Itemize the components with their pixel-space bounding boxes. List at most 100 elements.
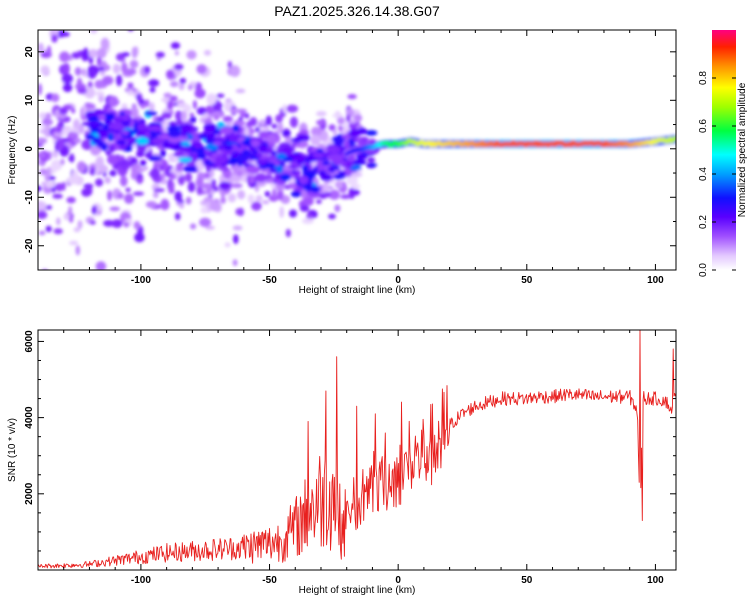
heatmap-cell [337, 116, 346, 125]
heatmap-cell [96, 139, 105, 149]
heatmap-cell [87, 121, 100, 129]
colorbar-label: Normalized spectral amplitude [737, 82, 748, 217]
snr-ticks: -100 -50 0 50 100 6000 4000 2000 [24, 330, 676, 586]
heatmap-cell [147, 126, 162, 132]
heatmap-cell [175, 120, 184, 126]
heatmap-cell [66, 196, 76, 204]
spectrogram-heatmap [38, 8, 676, 270]
heatmap-cell [71, 107, 76, 114]
heatmap-cell [160, 200, 170, 211]
heatmap-cell [166, 69, 175, 79]
heatmap-cell [123, 193, 134, 204]
heatmap-cell [45, 205, 53, 210]
heatmap-cell [76, 161, 86, 173]
heatmap-cell [269, 168, 278, 174]
heatmap-cell [290, 191, 302, 198]
heatmap-cell [40, 65, 50, 75]
heatmap-cell [245, 165, 260, 174]
heatmap-cell [107, 132, 114, 142]
heatmap-cell [330, 154, 344, 162]
heatmap-cell [177, 173, 185, 186]
heatmap-cell [43, 125, 53, 138]
heatmap-cell [111, 121, 123, 131]
colorbar-tick-label: 0.2 [698, 215, 709, 229]
heatmap-cell [184, 172, 193, 183]
heatmap-cell [150, 167, 160, 180]
heatmap-cell [178, 83, 185, 91]
colorbar-tick-label: 0.4 [698, 167, 709, 181]
snr-frame [37, 329, 677, 571]
heatmap-cell [328, 213, 336, 220]
heatmap-cell [121, 103, 128, 110]
heatmap-cell [95, 261, 107, 270]
heatmap-cell [87, 68, 97, 79]
heatmap-cell [152, 191, 159, 199]
heatmap-cell [305, 183, 312, 192]
heatmap-cell [255, 195, 263, 202]
heatmap-cell [123, 221, 130, 228]
x-tick-label: -100 [131, 575, 151, 586]
heatmap-cell [235, 88, 246, 94]
heatmap-cell [334, 180, 344, 189]
heatmap-cell [83, 21, 92, 26]
heatmap-cell [227, 60, 232, 69]
heatmap-cell [233, 120, 246, 127]
heatmap-cell [367, 157, 376, 163]
heatmap-cell [299, 205, 310, 212]
heatmap-cell [254, 173, 268, 183]
heatmap-cell [130, 106, 139, 118]
heatmap-cell [84, 87, 96, 99]
spectrogram-x-axis-label: Height of straight line (km) [299, 285, 416, 296]
heatmap-cell [232, 259, 238, 267]
heatmap-cell [46, 166, 52, 178]
heatmap-cell [55, 183, 64, 192]
heatmap-cell [237, 158, 244, 167]
heatmap-cell [306, 214, 314, 219]
heatmap-cell [237, 190, 246, 200]
heatmap-cell [38, 211, 48, 219]
x-tick-label: 100 [647, 275, 664, 286]
heatmap-cell [264, 162, 276, 168]
heatmap-cell [62, 62, 70, 75]
x-tick-label: -100 [131, 275, 151, 286]
heatmap-cell [290, 137, 305, 143]
heatmap-cell [183, 166, 197, 173]
heatmap-cell [308, 190, 321, 198]
heatmap-cell [149, 102, 155, 113]
heatmap-cell [98, 164, 109, 173]
heatmap-cell [103, 219, 115, 227]
heatmap-cell [224, 144, 233, 151]
heatmap-cell [236, 170, 242, 177]
heatmap-cell [77, 87, 87, 94]
colorbar-tick-label: 0.0 [698, 263, 709, 277]
heatmap-cell [95, 178, 104, 187]
heatmap-cell [108, 144, 115, 153]
heatmap-cell [328, 124, 336, 131]
heatmap-cell [200, 206, 208, 214]
heatmap-cell [279, 206, 285, 219]
heatmap-cell [168, 135, 181, 144]
heatmap-cell [88, 10, 92, 20]
heatmap-cell [170, 42, 181, 50]
heatmap-cell [264, 191, 271, 197]
heatmap-cell [140, 103, 146, 109]
heatmap-cell [179, 77, 187, 84]
x-tick-label: 0 [395, 275, 401, 286]
heatmap-cell [187, 84, 193, 91]
heatmap-cell [249, 155, 257, 160]
heatmap-cell [190, 141, 203, 147]
heatmap-cell [136, 167, 145, 173]
heatmap-cell [97, 47, 107, 59]
x-tick-label: 0 [395, 575, 401, 586]
heatmap-cell [117, 8, 121, 13]
heatmap-cell [186, 50, 197, 60]
heatmap-cell [167, 100, 174, 110]
heatmap-cell [173, 171, 184, 177]
heatmap-cell [266, 154, 278, 162]
heatmap-cell [156, 117, 165, 123]
heatmap-cell [232, 225, 243, 231]
heatmap-cell [316, 111, 327, 117]
heatmap-cell [316, 199, 322, 204]
